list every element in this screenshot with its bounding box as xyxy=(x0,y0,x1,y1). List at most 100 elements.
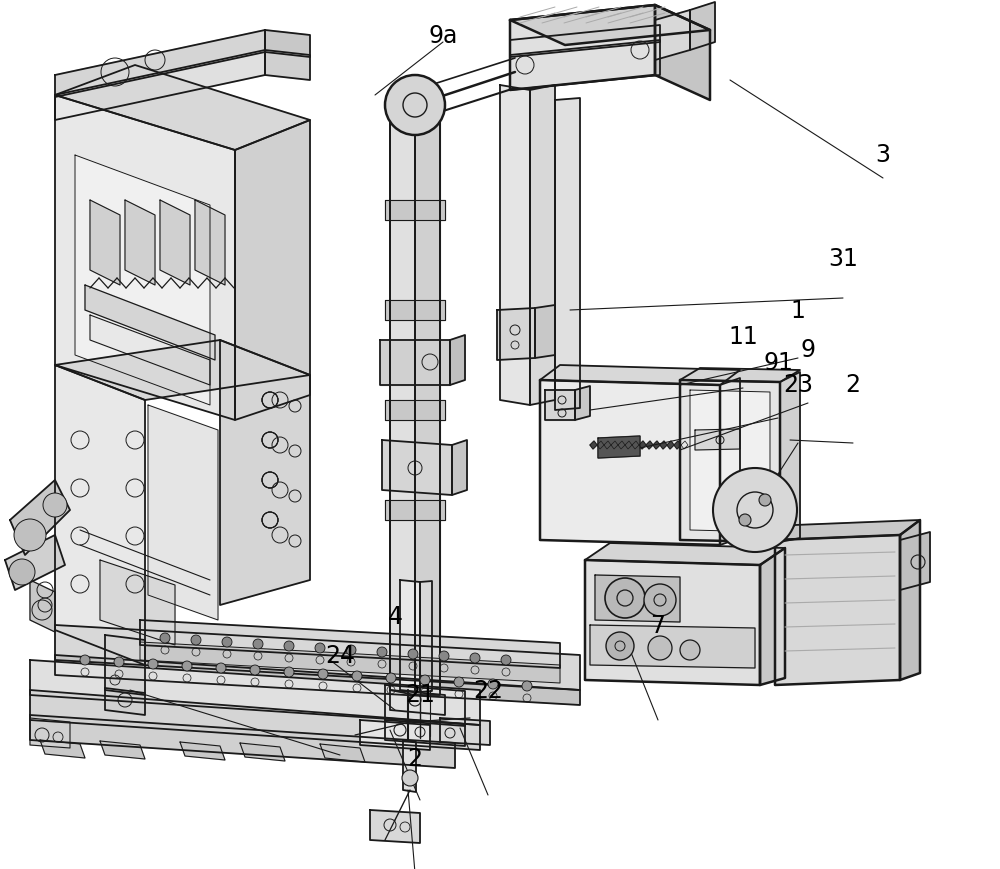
Text: 9: 9 xyxy=(800,338,816,362)
Polygon shape xyxy=(680,380,780,542)
Circle shape xyxy=(160,633,170,643)
Circle shape xyxy=(352,671,362,681)
Circle shape xyxy=(605,578,645,618)
Polygon shape xyxy=(55,340,310,400)
Polygon shape xyxy=(360,720,430,750)
Polygon shape xyxy=(85,285,215,360)
Polygon shape xyxy=(545,390,575,420)
Polygon shape xyxy=(595,575,680,622)
Polygon shape xyxy=(105,635,145,695)
Polygon shape xyxy=(440,718,490,745)
Circle shape xyxy=(80,655,90,665)
Text: 2: 2 xyxy=(408,746,422,771)
Polygon shape xyxy=(385,300,445,320)
Polygon shape xyxy=(140,620,560,668)
Polygon shape xyxy=(655,5,710,100)
Polygon shape xyxy=(530,85,555,405)
Text: 7: 7 xyxy=(650,614,666,638)
Polygon shape xyxy=(195,200,225,285)
Circle shape xyxy=(488,679,498,689)
Polygon shape xyxy=(10,480,70,555)
Circle shape xyxy=(9,559,35,585)
Polygon shape xyxy=(240,743,285,761)
Polygon shape xyxy=(618,441,625,449)
Polygon shape xyxy=(415,95,440,695)
Polygon shape xyxy=(160,200,190,285)
Circle shape xyxy=(284,641,294,651)
Circle shape xyxy=(148,659,158,669)
Polygon shape xyxy=(40,740,85,758)
Polygon shape xyxy=(695,429,740,450)
Circle shape xyxy=(315,643,325,653)
Polygon shape xyxy=(385,685,465,726)
Circle shape xyxy=(501,655,511,665)
Polygon shape xyxy=(585,543,785,565)
Polygon shape xyxy=(500,85,530,405)
Polygon shape xyxy=(575,386,590,420)
Circle shape xyxy=(454,677,464,687)
Polygon shape xyxy=(220,340,310,605)
Polygon shape xyxy=(265,30,310,57)
Circle shape xyxy=(182,661,192,671)
Polygon shape xyxy=(646,441,653,449)
Circle shape xyxy=(713,468,797,552)
Polygon shape xyxy=(55,625,580,690)
Polygon shape xyxy=(55,30,265,97)
Polygon shape xyxy=(125,200,155,285)
Text: 23: 23 xyxy=(783,373,813,397)
Polygon shape xyxy=(540,365,740,385)
Circle shape xyxy=(739,514,751,526)
Polygon shape xyxy=(30,715,455,768)
Polygon shape xyxy=(90,315,210,385)
Circle shape xyxy=(648,636,672,660)
Polygon shape xyxy=(775,535,900,685)
Polygon shape xyxy=(597,441,604,449)
Circle shape xyxy=(759,494,771,506)
Circle shape xyxy=(522,681,532,691)
Polygon shape xyxy=(632,441,639,449)
Polygon shape xyxy=(390,90,415,695)
Polygon shape xyxy=(625,441,632,449)
Circle shape xyxy=(606,632,634,660)
Polygon shape xyxy=(385,400,445,420)
Polygon shape xyxy=(370,810,420,843)
Circle shape xyxy=(318,669,328,679)
Polygon shape xyxy=(400,580,420,692)
Polygon shape xyxy=(653,441,660,449)
Polygon shape xyxy=(385,718,465,746)
Polygon shape xyxy=(497,308,535,360)
Polygon shape xyxy=(420,581,432,692)
Circle shape xyxy=(644,584,676,616)
Text: 4: 4 xyxy=(388,605,402,629)
Circle shape xyxy=(420,675,430,685)
Circle shape xyxy=(408,649,418,659)
Polygon shape xyxy=(30,580,55,632)
Circle shape xyxy=(377,647,387,657)
Circle shape xyxy=(386,673,396,683)
Polygon shape xyxy=(385,500,445,520)
Polygon shape xyxy=(403,740,416,792)
Polygon shape xyxy=(30,660,480,725)
Polygon shape xyxy=(450,335,465,385)
Circle shape xyxy=(402,770,418,786)
Polygon shape xyxy=(140,642,560,683)
Text: 22: 22 xyxy=(473,679,503,703)
Polygon shape xyxy=(320,744,365,762)
Polygon shape xyxy=(90,200,120,285)
Circle shape xyxy=(385,75,445,135)
Circle shape xyxy=(222,637,232,647)
Polygon shape xyxy=(55,65,310,150)
Text: 31: 31 xyxy=(828,247,858,271)
Polygon shape xyxy=(265,50,310,80)
Polygon shape xyxy=(585,560,760,685)
Polygon shape xyxy=(535,305,555,358)
Polygon shape xyxy=(385,200,445,220)
Circle shape xyxy=(346,645,356,655)
Circle shape xyxy=(470,653,480,663)
Polygon shape xyxy=(180,742,225,760)
Polygon shape xyxy=(590,441,597,449)
Polygon shape xyxy=(540,380,720,545)
Polygon shape xyxy=(611,441,618,449)
Circle shape xyxy=(439,651,449,661)
Polygon shape xyxy=(681,441,688,449)
